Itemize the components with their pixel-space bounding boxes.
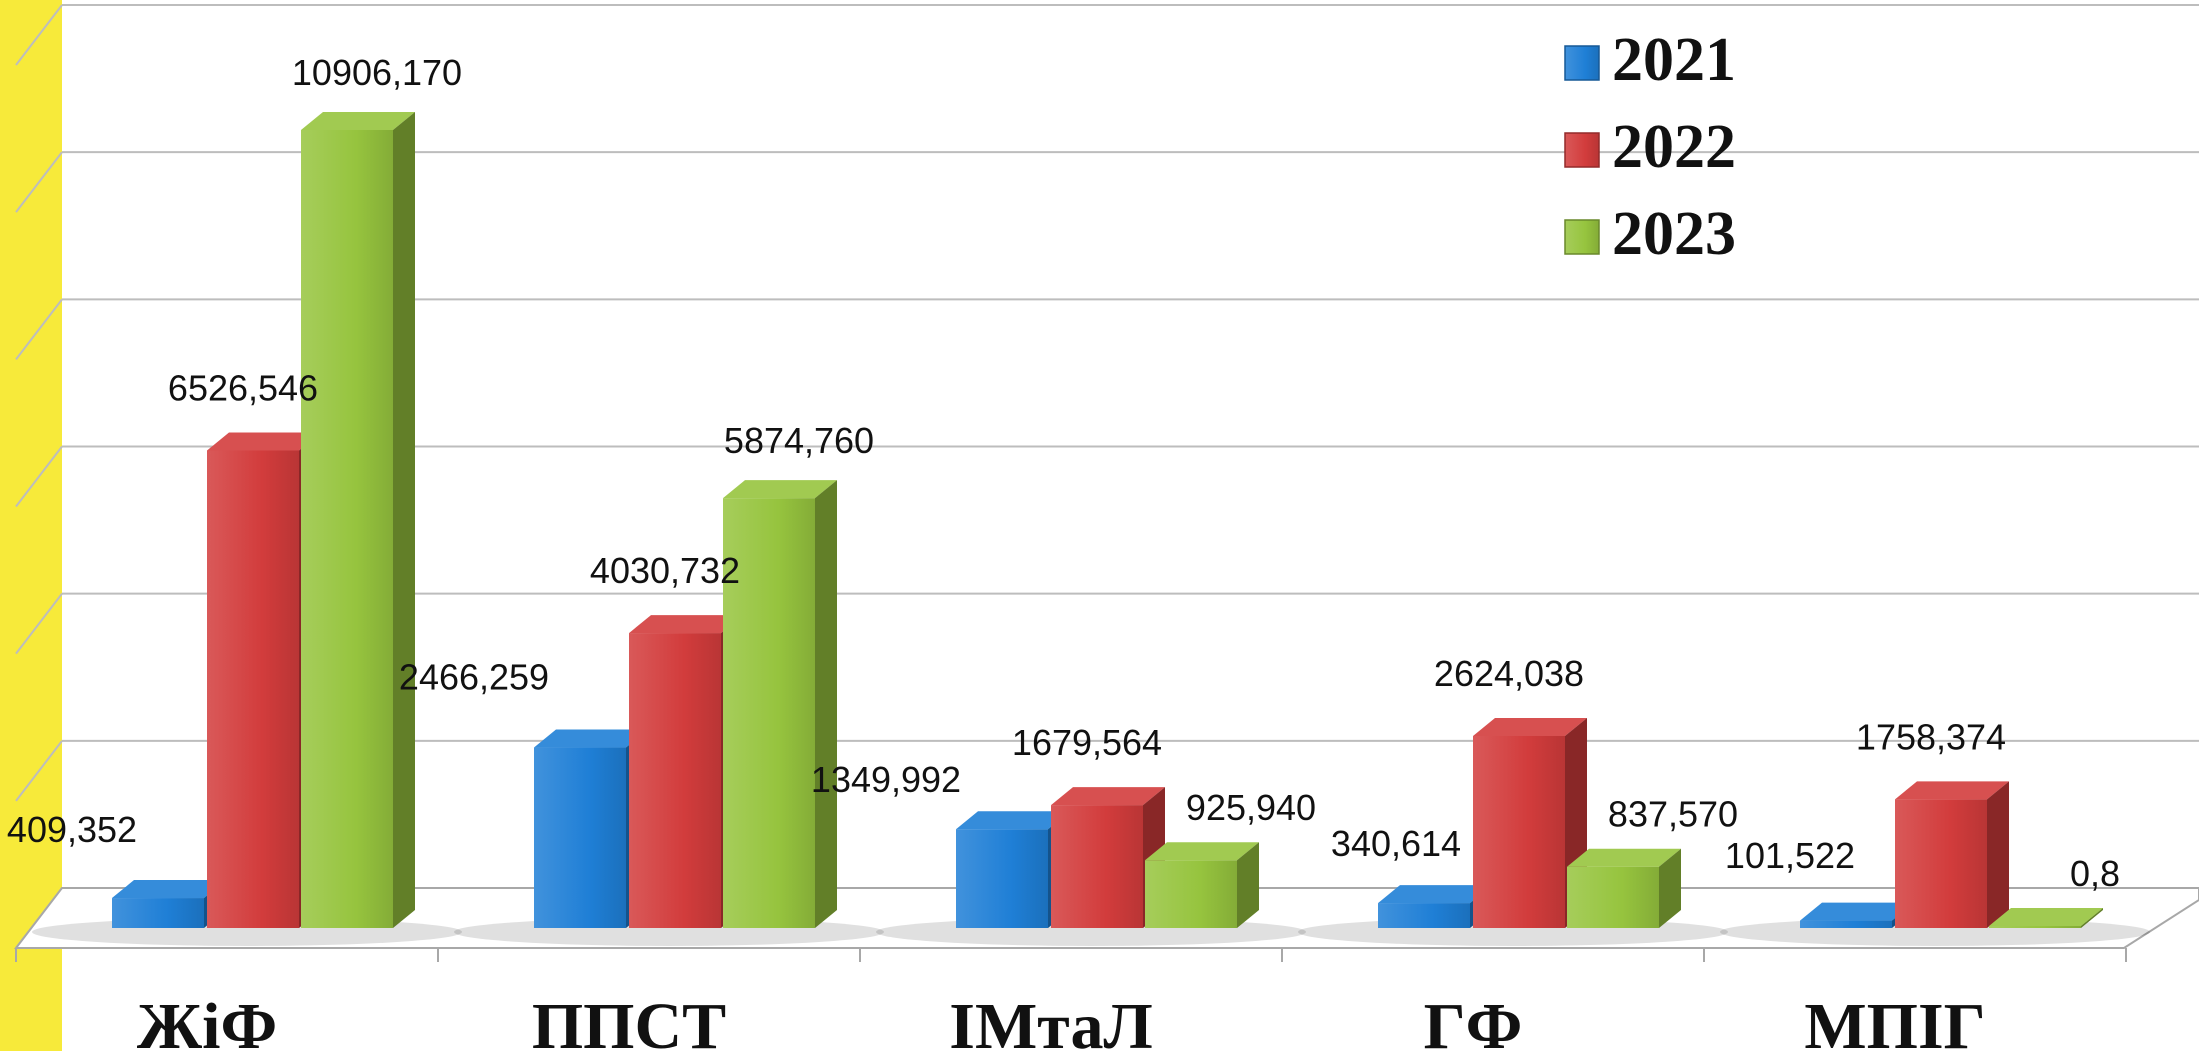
- data-label: 2466,259: [399, 657, 549, 698]
- bar-top: [723, 480, 837, 499]
- bar-top: [1473, 718, 1587, 737]
- bar-front: [1473, 736, 1565, 928]
- legend-swatch: [1564, 132, 1600, 168]
- bar-front: [112, 898, 204, 928]
- bar-front: [207, 450, 299, 928]
- legend-item: 2021: [1564, 26, 1736, 94]
- category-label: МПІГ: [1804, 990, 1985, 1051]
- data-label: 6526,546: [168, 367, 318, 408]
- bar-side: [1659, 848, 1681, 928]
- category-label: ГФ: [1424, 990, 1523, 1051]
- chart-category-labels: ЖіФ ППСТ ІМтаЛ ГФ МПІГ: [137, 990, 1986, 1051]
- bar-front: [1800, 920, 1892, 928]
- bar: [1378, 885, 1492, 928]
- bar: [1145, 842, 1259, 928]
- bar-top: [207, 432, 321, 451]
- bar-front: [1378, 903, 1470, 928]
- bar-top: [1378, 885, 1492, 904]
- gridline-side: [15, 740, 63, 802]
- gridline-side: [15, 4, 63, 66]
- bar-side: [393, 112, 415, 928]
- bar: [723, 480, 837, 928]
- bar-side: [1987, 781, 2009, 928]
- bar: [1567, 848, 1681, 928]
- gridline-side: [15, 151, 63, 213]
- bar-top: [534, 729, 648, 748]
- bar: [1989, 908, 2103, 928]
- bar-front: [1051, 805, 1143, 928]
- data-label: 409,352: [7, 809, 137, 850]
- data-label: 5874,760: [724, 420, 874, 461]
- bar-front: [534, 747, 626, 928]
- data-label: 1758,374: [1856, 716, 2006, 757]
- bar-front: [629, 633, 721, 928]
- bar-front: [723, 498, 815, 928]
- data-label: 1349,992: [811, 759, 961, 800]
- data-label: 101,522: [1725, 835, 1855, 876]
- bar-front: [956, 829, 1048, 928]
- bar-top: [956, 811, 1070, 830]
- bar-top: [629, 615, 743, 634]
- bar-side: [1237, 842, 1259, 928]
- bar-side: [815, 480, 837, 928]
- bar-top: [1895, 781, 2009, 800]
- chart-legend: 2021 2022 2023: [1564, 26, 1736, 268]
- legend-label: 2021: [1612, 26, 1736, 94]
- chart-value-labels: 409,352 6526,546 10906,170 2466,259 4030,732…: [7, 52, 2120, 894]
- bar-front: [1895, 799, 1987, 928]
- bar: [1895, 781, 2009, 928]
- bar-front: [1145, 860, 1237, 928]
- legend-item: 2022: [1564, 113, 1736, 181]
- chart-bars: [112, 112, 2103, 928]
- legend-swatch: [1564, 219, 1600, 255]
- data-label: 340,614: [1331, 823, 1461, 864]
- data-label: 925,940: [1186, 787, 1316, 828]
- data-label: 10906,170: [292, 52, 462, 93]
- decorative-side-stripe: [0, 0, 62, 1051]
- data-label: 2624,038: [1434, 653, 1584, 694]
- gridline-side: [15, 593, 63, 655]
- legend-label: 2022: [1612, 113, 1736, 181]
- legend-swatch: [1564, 45, 1600, 81]
- legend-item: 2023: [1564, 200, 1736, 268]
- category-label: ІМтаЛ: [949, 990, 1152, 1051]
- bar-top: [1989, 908, 2103, 926]
- bar-top: [1800, 902, 1914, 921]
- bar-front: [1567, 866, 1659, 928]
- category-label: ЖіФ: [137, 990, 277, 1051]
- bar-top: [112, 880, 226, 899]
- category-label: ППСТ: [532, 990, 726, 1051]
- data-label: 0,8: [2070, 853, 2120, 894]
- data-label: 4030,732: [590, 550, 740, 591]
- bar-front: [301, 130, 393, 928]
- bar-top: [1051, 787, 1165, 806]
- data-label: 1679,564: [1012, 722, 1162, 763]
- bar-front: [1989, 926, 2081, 928]
- bar-top: [301, 112, 415, 130]
- bar-side: [2081, 908, 2103, 928]
- bar-top: [1567, 848, 1681, 867]
- gridline-side: [15, 445, 63, 508]
- bar: [301, 112, 415, 928]
- data-label: 837,570: [1608, 794, 1738, 835]
- bar-top: [1145, 842, 1259, 861]
- legend-label: 2023: [1612, 200, 1736, 268]
- gridline-side: [15, 298, 63, 360]
